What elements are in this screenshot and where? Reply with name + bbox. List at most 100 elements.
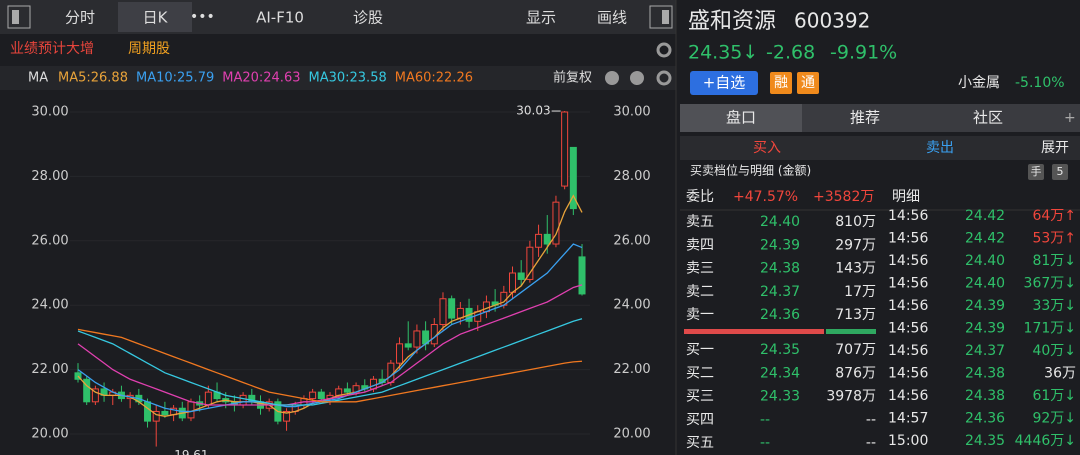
- tag: 周期股: [128, 41, 170, 57]
- candle-body: [569, 146, 577, 210]
- tick-price: 24.38: [965, 388, 1005, 404]
- toolbar-tab[interactable]: 诊股: [353, 9, 383, 27]
- more[interactable]: •••: [190, 9, 215, 25]
- level-box[interactable]: [1052, 164, 1068, 180]
- tick-time: 14:56: [888, 231, 928, 247]
- add-tab[interactable]: +: [1064, 110, 1076, 126]
- zoom-out[interactable]: [630, 71, 644, 85]
- toolbar-tab[interactable]: 日K: [143, 9, 169, 27]
- ma-legend: MA5:26.88: [58, 71, 128, 86]
- tick-volume: 61万↓: [1032, 388, 1076, 404]
- toolbar-tab[interactable]: 分时: [65, 9, 95, 27]
- candle-body: [526, 246, 534, 280]
- tab[interactable]: 推荐: [850, 109, 880, 127]
- tick-time: 14:56: [888, 298, 928, 314]
- candle-body: [144, 401, 152, 422]
- tick-time: 14:56: [888, 366, 928, 382]
- candle-body: [283, 410, 291, 422]
- icon[interactable]: [7, 5, 31, 29]
- adjust: 前复权: [553, 70, 592, 86]
- ma-line: [77, 194, 583, 417]
- book-price: --: [760, 412, 770, 428]
- tick-list: 14:56 24.42 64万↑ 14:56 24.42 53万↑ 14:56 24.40 81…: [888, 209, 1076, 449]
- book-price: 24.38: [760, 261, 800, 277]
- button[interactable]: [690, 71, 758, 95]
- ask-bar: [684, 329, 824, 334]
- book-volume: 876万: [835, 365, 876, 381]
- sector: 小金属: [958, 75, 1000, 91]
- book-volume: 17万: [844, 284, 876, 300]
- unit-box[interactable]: [1028, 164, 1044, 180]
- tick-volume: 81万↓: [1032, 253, 1076, 269]
- candle-body: [91, 388, 99, 403]
- candle-body: [578, 256, 586, 295]
- selected-tab: [680, 104, 802, 132]
- badge: [770, 72, 792, 94]
- tick-time: 14:57: [888, 411, 928, 427]
- tick-price: 24.38: [965, 366, 1005, 382]
- book-label: 卖四: [686, 237, 714, 253]
- ratio-diff: +3582万: [813, 189, 874, 205]
- toolbar-tab[interactable]: AI-F10: [256, 9, 304, 27]
- y-tick-label: 28.00: [613, 169, 650, 184]
- y-tick-label: 22.00: [31, 362, 68, 377]
- tick-price: 24.42: [965, 231, 1005, 247]
- candle-body: [239, 394, 247, 406]
- indicator: MA: [28, 71, 48, 86]
- book-volume: 3978万: [826, 389, 876, 405]
- zoom-in[interactable]: [605, 71, 619, 85]
- stock-name: 盛和资源: [688, 9, 776, 34]
- low-label: 19.61: [174, 448, 208, 455]
- trade-tab[interactable]: 展开: [1041, 140, 1069, 156]
- toolbar-button[interactable]: 显示: [526, 9, 556, 27]
- tick-time: 14:56: [888, 276, 928, 292]
- tab[interactable]: 盘口: [726, 109, 756, 127]
- candle-body: [552, 201, 560, 245]
- tick-time: 14:56: [888, 388, 928, 404]
- tick-time: 14:56: [888, 343, 928, 359]
- tab[interactable]: 社区: [973, 109, 1003, 127]
- tick-time: 15:00: [888, 433, 928, 449]
- tick-price: 24.40: [965, 276, 1005, 292]
- ma-legend: MA30:23.58: [308, 71, 386, 86]
- book-price: 24.40: [760, 214, 800, 230]
- book-price: 24.33: [760, 389, 800, 405]
- tag: 业绩预计大增: [10, 41, 94, 57]
- icon[interactable]: [649, 5, 673, 29]
- settings-icon[interactable]: [656, 42, 672, 58]
- book-volume: 810万: [835, 214, 876, 230]
- icon: [12, 10, 19, 24]
- candle-body: [535, 233, 543, 248]
- tick-volume: 36万: [1044, 366, 1076, 382]
- settings-icon[interactable]: [656, 70, 672, 86]
- button-label[interactable]: +自选: [703, 74, 746, 92]
- trade-tab[interactable]: 买入: [753, 140, 781, 156]
- tick-volume: 40万↓: [1032, 343, 1076, 359]
- trade-tab[interactable]: 卖出: [926, 140, 954, 156]
- toolbar-button[interactable]: 画线: [597, 9, 627, 27]
- book-label: 卖五: [686, 214, 714, 230]
- y-tick-label: 30.00: [31, 105, 68, 120]
- selected-tab: [118, 2, 192, 32]
- candle-body: [543, 233, 551, 245]
- candle-body: [204, 391, 212, 406]
- trade-bar: [680, 136, 1080, 160]
- ma-line: [77, 243, 583, 413]
- tick-volume: 33万↓: [1032, 298, 1076, 314]
- ratio: +47.57%: [733, 189, 798, 205]
- book-price: 24.36: [760, 307, 800, 323]
- toolbar: [0, 0, 676, 34]
- candle-body: [509, 272, 516, 293]
- book-volume: 297万: [835, 237, 876, 253]
- price: 24.35↓: [688, 42, 758, 64]
- y-tick-label: 26.00: [613, 233, 650, 248]
- ma-legend: MA20:24.63: [222, 71, 300, 86]
- ratio-label: 委比: [686, 189, 714, 205]
- y-tick-label: 30.00: [613, 105, 650, 120]
- book-volume: 143万: [835, 261, 876, 277]
- candle-body: [561, 111, 569, 187]
- y-tick-label: 20.00: [613, 427, 650, 442]
- tick-volume: 4446万↓: [1015, 433, 1076, 449]
